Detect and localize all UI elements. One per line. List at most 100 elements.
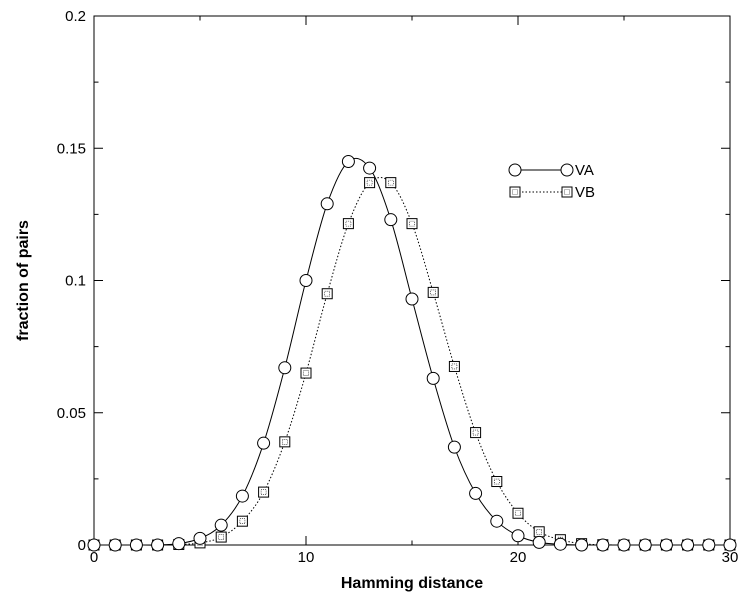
y-tick-label: 0.2	[65, 8, 86, 25]
data-point-va	[341, 154, 355, 168]
square-marker-outline	[509, 186, 521, 198]
data-point-va	[405, 292, 419, 306]
data-point-va	[87, 538, 101, 552]
data-point-va	[447, 440, 461, 454]
x-tick-label: 10	[298, 549, 315, 566]
data-point-va	[617, 538, 631, 552]
square-marker-inner	[409, 220, 415, 227]
data-point-va	[384, 213, 398, 227]
square-marker-outline	[533, 526, 545, 538]
square-marker-inner	[515, 510, 521, 517]
data-point-va	[532, 535, 546, 549]
data-point-va	[638, 538, 652, 552]
square-marker-outline	[406, 218, 418, 230]
square-marker-inner	[472, 429, 479, 436]
data-point-va	[151, 538, 165, 552]
square-marker-outline	[512, 507, 524, 519]
data-point-vb	[385, 177, 397, 189]
data-point-vb	[427, 286, 439, 298]
data-point-va	[702, 538, 716, 552]
legend-label: VA	[575, 162, 594, 179]
data-point-vb	[470, 427, 482, 439]
data-point-vb	[448, 360, 460, 372]
data-point-vb	[342, 218, 354, 230]
data-point-va	[469, 486, 483, 500]
data-point-va	[490, 514, 504, 528]
data-point-vb	[321, 288, 333, 300]
y-tick-label: 0.15	[57, 140, 86, 157]
legend-marker-end	[561, 186, 573, 198]
data-point-va	[426, 371, 440, 385]
x-tick-label: 30	[722, 549, 739, 566]
square-marker-inner	[218, 534, 224, 540]
series-va	[87, 154, 737, 552]
square-marker-outline	[236, 515, 248, 527]
square-marker-outline	[321, 288, 333, 300]
square-marker-outline	[279, 436, 291, 448]
data-point-vb	[491, 476, 503, 488]
square-marker-outline	[385, 177, 397, 189]
data-point-va	[681, 538, 695, 552]
y-tick-label: 0.05	[57, 405, 86, 422]
square-marker-inner	[345, 220, 352, 227]
plot-frame	[93, 15, 731, 546]
data-point-vb	[300, 367, 312, 379]
data-point-va	[575, 538, 589, 552]
data-point-vb	[533, 526, 545, 538]
data-point-va	[299, 274, 313, 287]
x-axis-title: Hamming distance	[341, 575, 483, 592]
square-marker-outline	[342, 218, 354, 230]
square-marker-inner	[303, 370, 309, 376]
legend: VA VB	[508, 162, 595, 201]
data-point-va	[172, 537, 186, 551]
data-point-vb	[364, 177, 376, 189]
data-point-va	[320, 197, 334, 211]
square-marker-inner	[512, 189, 518, 195]
data-point-vb	[406, 218, 418, 230]
x-tick-label: 20	[510, 549, 527, 566]
data-point-va	[596, 538, 610, 552]
data-point-vb	[215, 531, 227, 543]
data-point-va	[214, 518, 228, 532]
data-point-va	[129, 538, 143, 552]
data-point-va	[363, 161, 377, 175]
square-marker-inner	[366, 179, 373, 186]
data-point-va	[553, 537, 567, 551]
square-marker-inner	[430, 289, 437, 296]
y-axis-title: fraction of pairs	[15, 220, 32, 341]
data-point-va	[108, 538, 122, 552]
series-line-va	[93, 157, 730, 546]
axis-tick-labels: 0 10 20 30 0 0.05 0.1 0.15 0.2	[57, 8, 739, 566]
data-point-va	[659, 538, 673, 552]
y-tick-label: 0	[78, 537, 86, 554]
square-marker-inner	[324, 290, 331, 297]
square-marker-outline	[364, 177, 376, 189]
data-point-va	[235, 489, 249, 503]
square-marker-outline	[491, 476, 503, 488]
square-marker-outline	[258, 486, 270, 498]
square-marker-inner	[451, 363, 458, 370]
data-point-va	[278, 361, 292, 375]
square-marker-outline	[215, 531, 227, 543]
square-marker-inner	[493, 478, 500, 485]
square-marker-inner	[239, 518, 246, 524]
axis-ticks	[93, 15, 731, 546]
square-marker-inner	[260, 489, 267, 495]
data-point-vb	[236, 515, 248, 527]
square-marker-inner	[387, 179, 394, 186]
legend-entry-vb: VB	[509, 184, 595, 201]
legend-marker-start	[509, 186, 521, 198]
square-marker-outline	[427, 286, 439, 298]
data-point-va	[257, 436, 271, 450]
data-point-va	[511, 529, 525, 543]
data-point-vb	[512, 507, 524, 519]
square-marker-inner	[536, 528, 543, 535]
legend-marker-start	[508, 163, 522, 177]
series-line-vb	[93, 177, 730, 546]
data-point-va	[723, 538, 737, 552]
square-marker-inner	[564, 189, 570, 195]
legend-marker-end	[560, 163, 574, 177]
x-tick-label: 0	[90, 549, 98, 566]
y-tick-label: 0.1	[65, 273, 86, 290]
